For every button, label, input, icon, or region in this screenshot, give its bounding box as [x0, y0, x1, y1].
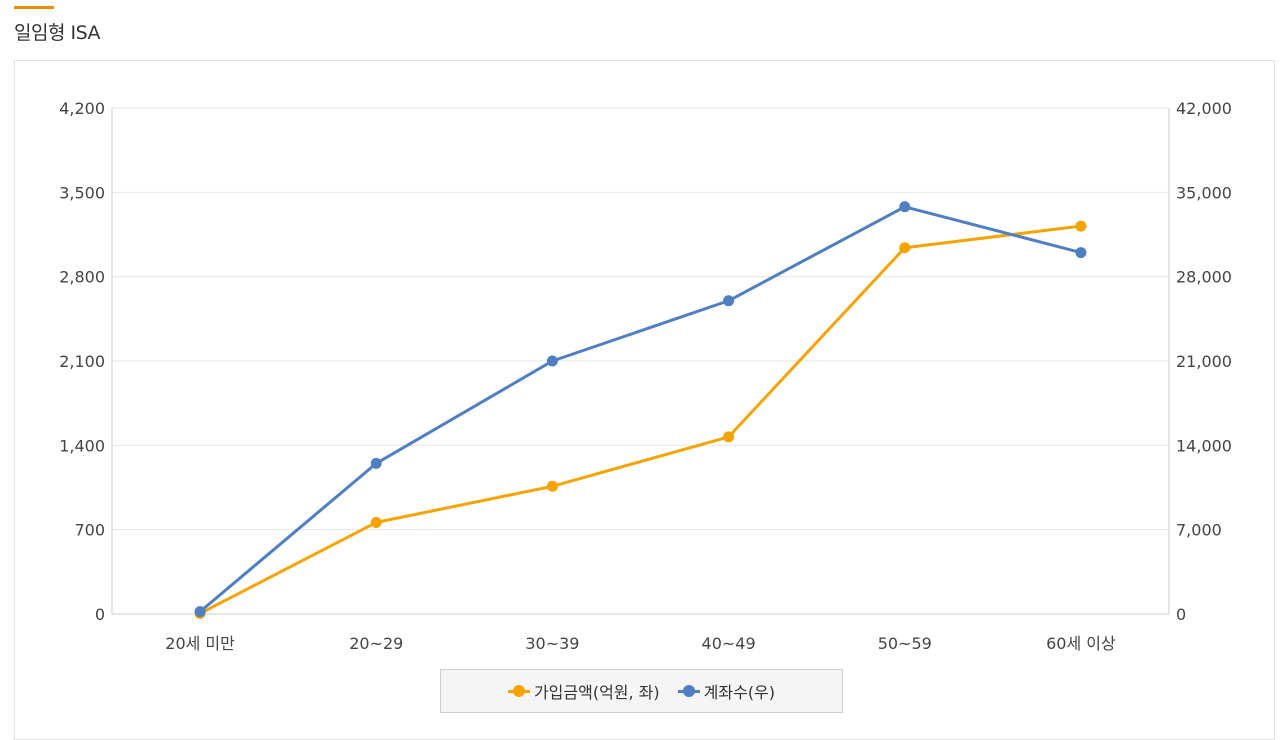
section-accent-bar — [14, 6, 54, 9]
legend-item[interactable]: 가입금액(억원, 좌) — [507, 679, 660, 703]
data-point[interactable] — [1075, 247, 1087, 259]
x-tick-label: 30~39 — [525, 634, 579, 653]
legend-item[interactable]: 계좌수(우) — [677, 679, 776, 703]
series-line — [199, 205, 1082, 613]
left-tick-label: 2,800 — [59, 268, 105, 287]
data-point[interactable] — [370, 516, 382, 528]
right-tick-label: 35,000 — [1176, 183, 1232, 202]
chart-legend: 가입금액(억원, 좌) 계좌수(우) — [440, 669, 843, 713]
data-point[interactable] — [1075, 220, 1087, 232]
data-point[interactable] — [899, 201, 911, 213]
left-tick-label: 1,400 — [59, 436, 105, 455]
left-tick-label: 3,500 — [59, 183, 105, 202]
right-tick-label: 7,000 — [1176, 521, 1222, 540]
data-point[interactable] — [194, 606, 206, 618]
data-point[interactable] — [899, 242, 911, 254]
data-point[interactable] — [546, 355, 558, 367]
x-tick-label: 50~59 — [878, 634, 932, 653]
section-title: 일임형 ISA — [14, 22, 101, 44]
left-tick-label: 0 — [95, 605, 105, 624]
data-point[interactable] — [546, 480, 558, 492]
legend-marker-icon — [507, 685, 530, 697]
series-line — [199, 224, 1082, 615]
left-tick-label: 4,200 — [59, 99, 105, 118]
right-tick-label: 0 — [1176, 605, 1186, 624]
x-tick-label: 40~49 — [702, 634, 756, 653]
right-tick-label: 42,000 — [1176, 99, 1232, 118]
x-tick-label: 60세 이상 — [1046, 634, 1116, 653]
line-chart: 0 700 1,400 2,100 2,800 3,500 4,200 0 7,000 14,00… — [59, 99, 1232, 653]
x-tick-label: 20~29 — [349, 634, 403, 653]
legend-label: 계좌수(우) — [703, 683, 776, 702]
data-point[interactable] — [370, 457, 382, 469]
left-tick-label: 2,100 — [59, 352, 105, 371]
data-point[interactable] — [723, 295, 735, 307]
chart-frame — [14, 60, 1275, 740]
legend-label: 가입금액(억원, 좌) — [533, 683, 660, 702]
right-tick-label: 28,000 — [1176, 268, 1232, 287]
legend-marker-icon — [677, 685, 700, 697]
right-tick-label: 21,000 — [1176, 352, 1232, 371]
x-tick-label: 20세 미만 — [165, 634, 235, 653]
data-point[interactable] — [723, 431, 735, 443]
left-tick-label: 700 — [74, 521, 105, 540]
right-tick-label: 14,000 — [1176, 436, 1232, 455]
